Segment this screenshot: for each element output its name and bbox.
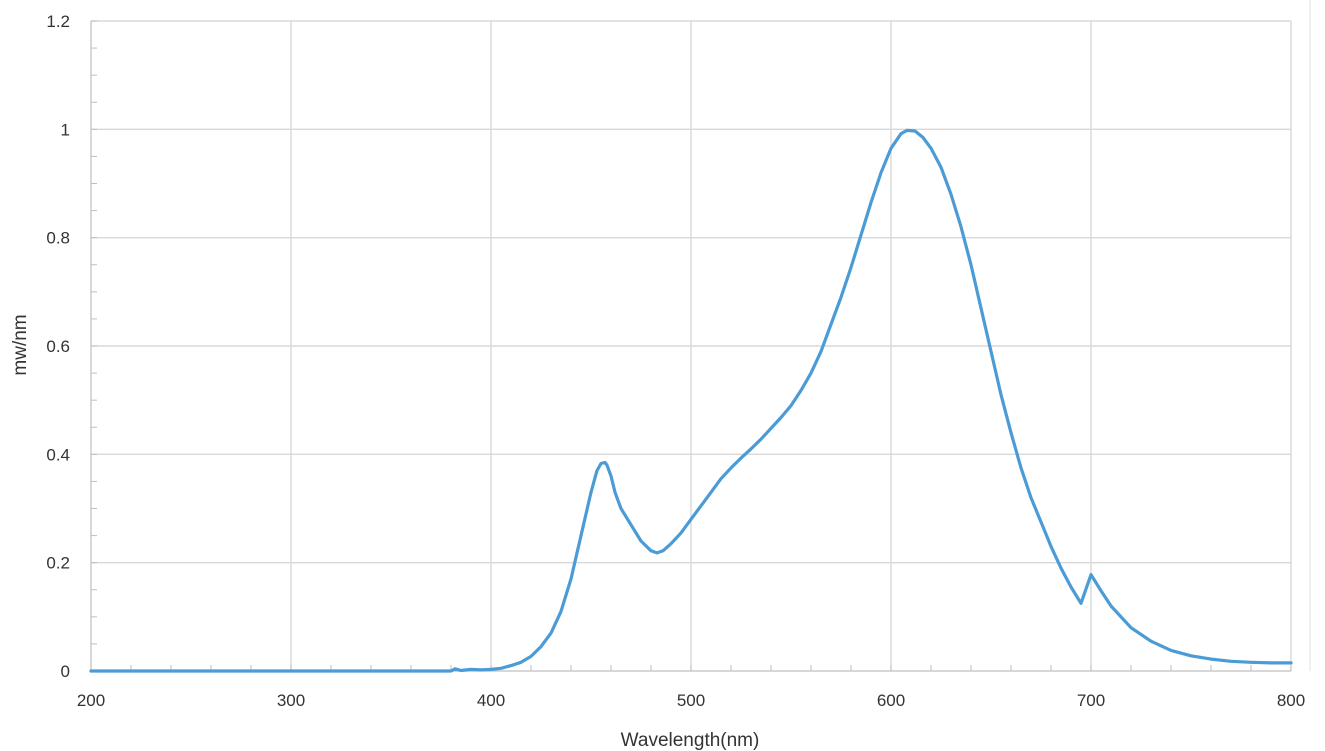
tick-labels: 200 300 400 500 600 700 800 0 0.2 0.4 0.6 0.8 1 1.2 xyxy=(46,12,1305,710)
series-layer xyxy=(89,128,1293,673)
x-tick-label: 600 xyxy=(877,691,905,710)
y-tick-label: 0.8 xyxy=(46,229,70,248)
y-tick-label: 0 xyxy=(61,662,70,681)
x-tick-label: 300 xyxy=(277,691,305,710)
spectrum-series-line xyxy=(89,128,1293,673)
y-axis-title: mw/nm xyxy=(10,314,31,375)
grid xyxy=(91,20,1292,671)
axes xyxy=(90,0,1311,672)
y-tick-label: 1.2 xyxy=(46,12,70,31)
y-tick-label: 0.2 xyxy=(46,554,70,573)
x-axis-title: Wavelength(nm) xyxy=(621,730,760,751)
y-tick-label: 0.4 xyxy=(46,445,70,464)
y-tick-label: 0.6 xyxy=(46,337,70,356)
x-tick-label: 400 xyxy=(477,691,505,710)
x-tick-label: 200 xyxy=(77,691,105,710)
y-tick-label: 1 xyxy=(61,120,70,139)
x-tick-label: 700 xyxy=(1077,691,1105,710)
x-tick-label: 500 xyxy=(677,691,705,710)
x-tick-label: 800 xyxy=(1277,691,1305,710)
